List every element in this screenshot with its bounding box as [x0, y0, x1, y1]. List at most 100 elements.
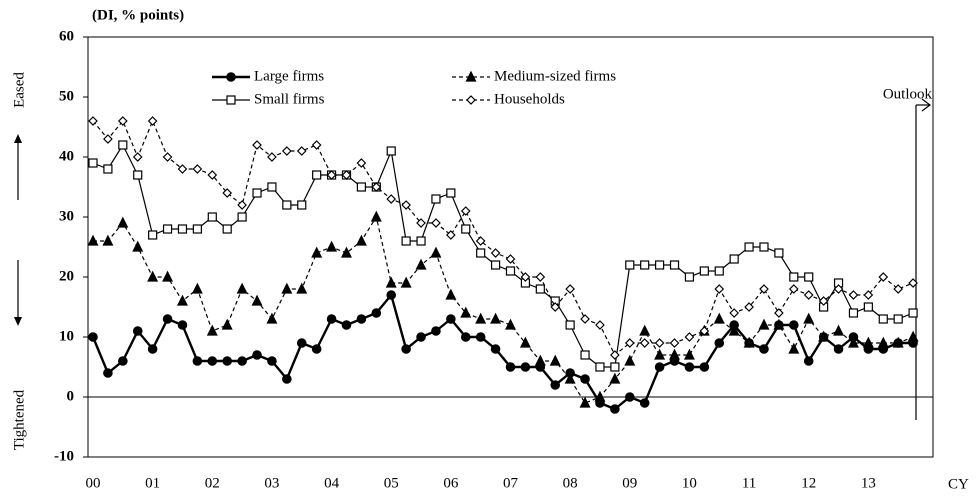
marker: [803, 290, 814, 300]
marker: [699, 326, 710, 336]
marker: [386, 194, 397, 204]
marker: [162, 152, 173, 162]
marker: [580, 350, 590, 360]
marker: [221, 318, 233, 330]
marker: [103, 368, 113, 378]
marker: [162, 224, 173, 234]
marker: [177, 164, 188, 174]
legend-marker: [226, 72, 236, 82]
marker: [237, 356, 247, 366]
marker: [505, 318, 516, 330]
marker: [714, 284, 725, 294]
marker: [743, 336, 755, 348]
marker: [550, 302, 561, 312]
marker: [431, 194, 441, 204]
marker: [654, 348, 666, 360]
marker: [580, 374, 590, 384]
marker: [207, 212, 217, 222]
marker: [341, 246, 352, 258]
marker: [669, 260, 680, 270]
marker: [266, 312, 278, 324]
marker: [370, 210, 382, 222]
marker: [88, 158, 98, 168]
marker: [341, 320, 352, 330]
marker: [788, 342, 800, 354]
marker: [774, 248, 784, 258]
marker: [550, 380, 561, 390]
marker: [788, 284, 799, 294]
marker: [356, 158, 367, 168]
marker: [460, 332, 471, 342]
marker: [282, 200, 292, 210]
marker: [401, 200, 411, 210]
marker: [87, 234, 99, 246]
marker: [655, 260, 665, 270]
series-line: [93, 215, 914, 404]
marker: [103, 134, 113, 144]
marker: [297, 200, 307, 210]
marker: [356, 182, 366, 192]
legend-marker: [226, 95, 236, 105]
marker: [206, 324, 218, 336]
marker: [192, 356, 203, 366]
marker: [803, 312, 815, 324]
marker: [401, 236, 411, 246]
annotation: Outlook: [883, 86, 933, 102]
y-axis-label: (DI, % points): [92, 7, 184, 23]
legend-label: Medium-sized firms: [494, 68, 616, 84]
marker: [863, 302, 873, 312]
marker: [385, 276, 397, 288]
marker: [252, 140, 262, 150]
marker: [371, 182, 382, 192]
marker: [251, 294, 263, 306]
legend-marker: [465, 70, 477, 82]
marker: [639, 338, 650, 348]
marker: [908, 308, 918, 318]
marker: [415, 258, 427, 270]
marker: [714, 338, 725, 348]
marker: [818, 330, 830, 342]
marker: [535, 284, 545, 294]
marker: [640, 260, 650, 270]
marker: [639, 398, 650, 408]
marker: [296, 146, 307, 156]
marker: [505, 266, 516, 276]
marker: [878, 272, 889, 282]
marker: [744, 242, 754, 252]
marker: [296, 282, 308, 294]
marker: [595, 320, 605, 330]
eased-arrowhead: [14, 134, 22, 143]
marker: [416, 236, 426, 246]
marker: [549, 354, 561, 366]
y-tick-label: -10: [54, 448, 74, 464]
marker: [132, 326, 143, 336]
marker: [356, 314, 367, 324]
plot-frame: [87, 36, 934, 458]
marker: [177, 224, 188, 234]
marker: [684, 332, 695, 342]
y-tick-label: 60: [59, 28, 74, 44]
marker: [475, 236, 486, 246]
y-tick-label: 0: [67, 388, 75, 404]
marker: [579, 396, 591, 408]
marker: [520, 272, 531, 282]
marker: [848, 290, 859, 300]
marker: [430, 246, 442, 258]
marker: [386, 146, 396, 156]
marker: [445, 288, 457, 300]
x-tick-label: 10: [682, 475, 697, 491]
marker: [460, 206, 471, 216]
marker: [669, 348, 680, 360]
marker: [833, 324, 845, 336]
marker: [625, 260, 635, 270]
marker: [222, 188, 233, 198]
x-tick-label: 07: [503, 475, 519, 491]
marker: [162, 270, 174, 282]
marker: [237, 212, 247, 222]
marker: [326, 170, 337, 180]
marker: [431, 326, 441, 336]
marker: [446, 230, 456, 240]
marker: [461, 224, 471, 234]
marker: [534, 354, 546, 366]
